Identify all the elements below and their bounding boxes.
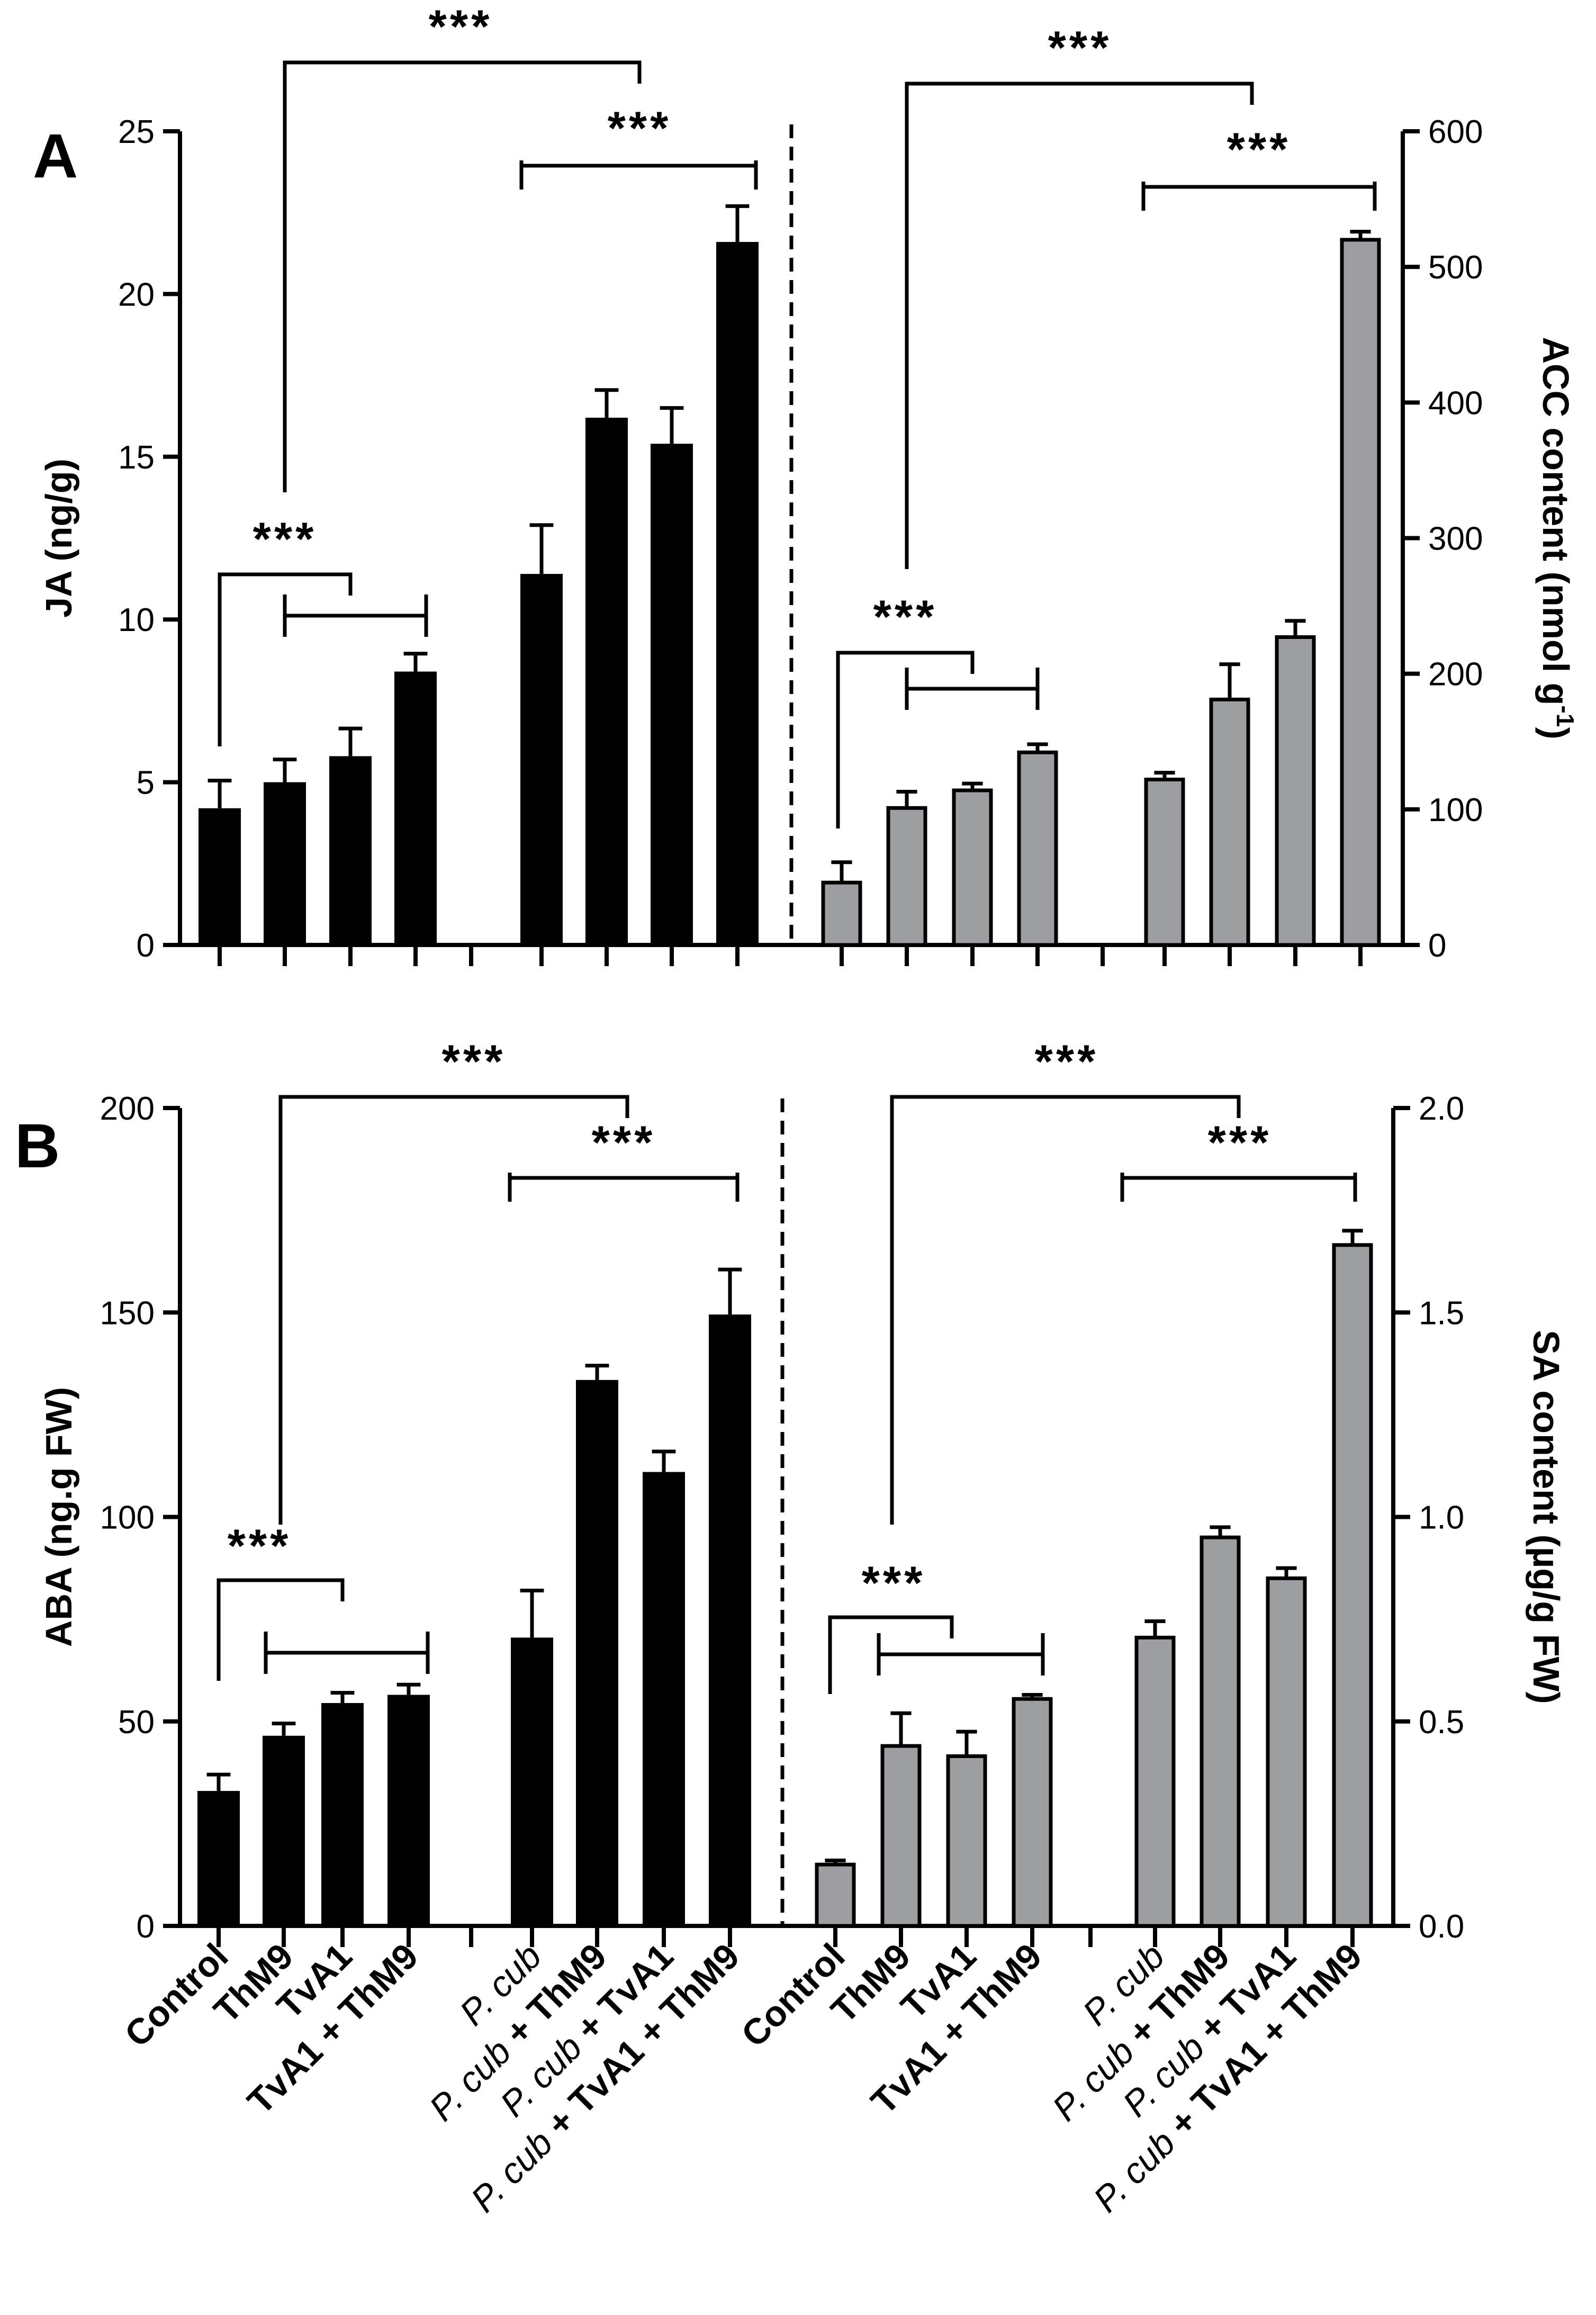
y-tick-label-right: 600 [1428, 114, 1483, 150]
significance-bracket [828, 1615, 954, 1694]
bars-layer [197, 204, 1381, 1928]
significance-label: *** [228, 1519, 292, 1572]
significance-label: *** [429, 0, 493, 52]
y-tick-label-right: 0 [1428, 927, 1446, 964]
bar [511, 1637, 553, 1926]
significance-bracket [836, 651, 975, 828]
y-tick-label-right: 2.0 [1419, 1091, 1464, 1127]
y-axis-title-right-end: ) [1535, 727, 1576, 739]
significance-bracket [217, 1578, 345, 1681]
significance-label: *** [1227, 123, 1291, 175]
y-axis-title-left: JA (ng/g) [38, 458, 79, 618]
bar [520, 574, 563, 945]
significance-bracket [905, 82, 1254, 569]
bar [1134, 1635, 1176, 1928]
bar [264, 782, 306, 945]
y-tick-label-left: 50 [118, 1704, 155, 1741]
y-tick-label-right: 1.0 [1419, 1500, 1464, 1536]
bar [329, 756, 372, 945]
significance-label: *** [608, 102, 672, 154]
y-axis-title-left: ABA (ng.g FW) [38, 1387, 79, 1647]
bar [1266, 1576, 1307, 1928]
bar [321, 1703, 364, 1926]
bar [1144, 777, 1185, 947]
bar [1012, 1697, 1053, 1928]
significance-bracket [905, 668, 1040, 710]
y-tick-label-right: 0.5 [1419, 1704, 1464, 1741]
y-tick-label-left: 10 [118, 602, 155, 638]
significance-bracket [278, 1095, 629, 1525]
y-tick-label-left: 0 [137, 927, 155, 964]
bar [1200, 1535, 1241, 1928]
y-tick-label-right: 0.0 [1419, 1908, 1464, 1945]
category-label-part: P. cub [1086, 2123, 1183, 2220]
category-label-part: P. cub [421, 2031, 519, 2129]
bar [1017, 750, 1058, 947]
significance-bracket [264, 1632, 430, 1674]
significance-label: *** [1208, 1116, 1272, 1168]
y-tick-label-left: 0 [137, 1908, 155, 1945]
bar [1275, 635, 1316, 947]
significance-label: *** [442, 1035, 506, 1087]
panel-label: A [33, 121, 78, 191]
significance-label: *** [253, 512, 317, 565]
bar [263, 1735, 305, 1926]
significance-label: *** [1048, 21, 1112, 74]
bar [394, 671, 437, 945]
y-tick-label-right: 1.5 [1419, 1295, 1464, 1331]
bar [952, 788, 993, 947]
significance-label: *** [592, 1116, 656, 1168]
y-tick-label-left: 100 [100, 1500, 155, 1536]
bar [643, 1472, 685, 1926]
bar [716, 242, 759, 945]
y-axis-title-right: SA content (µg/g FW) [1526, 1330, 1567, 1704]
y-tick-label-right: 100 [1428, 792, 1483, 828]
y-tick-label-left: 25 [118, 114, 155, 150]
bar [197, 1791, 240, 1926]
category-label-part: P. cub [1044, 2031, 1142, 2129]
significance-bracket [890, 1095, 1241, 1525]
bar [1340, 238, 1381, 947]
y-axis-title-right-main: ACC content (nmol g [1535, 337, 1576, 705]
y-axis-title-right-sup: -1 [1552, 705, 1579, 727]
y-tick-label-left: 20 [118, 276, 155, 313]
y-tick-label-left: 5 [137, 765, 155, 801]
y-axis-title-right: ACC content (nmol g-1) [1535, 337, 1579, 739]
y-tick-label-right: 500 [1428, 249, 1483, 286]
significance-bracket [1141, 182, 1377, 211]
bar [709, 1314, 751, 1926]
significance-label: *** [873, 590, 937, 643]
bar [1209, 697, 1250, 947]
significance-bracket [508, 1173, 740, 1202]
significance-label: *** [1035, 1035, 1099, 1087]
category-label-part: P. cub [463, 2123, 561, 2220]
y-tick-label-right: 300 [1428, 521, 1483, 557]
panel-label: B [15, 1111, 60, 1181]
bar [815, 1862, 856, 1928]
y-tick-label-right: 200 [1428, 656, 1483, 693]
significance-bracket [218, 572, 353, 746]
bar [199, 808, 241, 945]
significance-bracket [283, 594, 428, 637]
bar [387, 1695, 430, 1926]
bar [821, 880, 862, 947]
y-tick-label-right: 400 [1428, 385, 1483, 421]
significance-bracket [519, 160, 758, 190]
bar [651, 444, 693, 945]
y-tick-label-left: 150 [100, 1295, 155, 1331]
bar [576, 1380, 618, 1926]
axes-layer [163, 60, 1420, 1947]
significance-label: *** [862, 1556, 926, 1609]
bar [585, 418, 628, 945]
significance-bracket [283, 60, 642, 492]
y-tick-label-left: 15 [118, 439, 155, 476]
bar [880, 1744, 922, 1928]
bar [946, 1754, 987, 1928]
significance-bracket [877, 1633, 1045, 1676]
bar [886, 806, 927, 947]
y-tick-label-left: 200 [100, 1091, 155, 1127]
significance-bracket [1120, 1173, 1357, 1202]
bar [1332, 1243, 1373, 1928]
